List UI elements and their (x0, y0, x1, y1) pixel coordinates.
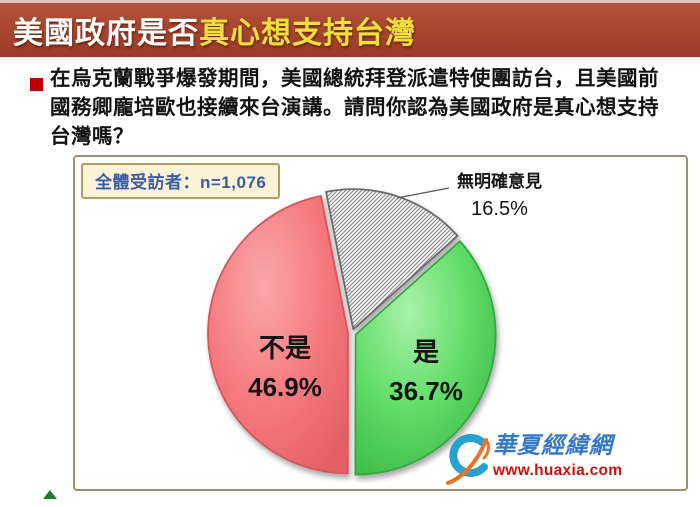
bullet-square-icon (30, 78, 43, 91)
pie-slices-group (207, 188, 497, 476)
slice-percent: 16.5% (471, 198, 528, 220)
huaxia-logo-text: 華夏經緯網 www.huaxia.com (493, 431, 622, 489)
top-strip (0, 0, 700, 3)
slice-name: 不是 (258, 333, 311, 363)
question-line: 台灣嗎？ (50, 125, 134, 148)
page-title-white: 美國政府是否 (13, 17, 199, 50)
question-text: 在烏克蘭戰爭爆發期間，美國總統拜登派遣特使團訪台，且美國前 國務卿龐培歐也接續來… (50, 64, 686, 151)
slice-label-yes: 是 36.7% (364, 333, 488, 411)
pie-slice-yes (354, 240, 497, 476)
slice-name: 是 (412, 337, 439, 367)
question-line: 國務卿龐培歐也接續來台演講。請問你認為美國政府是真心想支持 (50, 96, 659, 119)
huaxia-logo: 華夏經緯網 www.huaxia.com (445, 431, 667, 489)
huaxia-logo-icon (446, 434, 490, 485)
leader-line (396, 187, 450, 199)
title-bar: 美國政府是否 真心想支持台灣 (0, 3, 700, 57)
question-line: 在烏克蘭戰爭爆發期間，美國總統拜登派遣特使團訪台，且美國前 (50, 67, 659, 90)
pie-slice-no (207, 195, 349, 475)
slice-label-unclear: 無明確意見 16.5% (427, 167, 572, 221)
green-triangle-icon (43, 490, 57, 499)
page-title-yellow: 真心想支持台灣 (199, 17, 416, 50)
slice-label-no: 不是 46.9% (223, 329, 347, 407)
slice-percent: 36.7% (389, 376, 463, 406)
chart-panel: 全體受訪者：n=1,076 不是 46.9% 是 36.7% 無明確意見 16.… (73, 155, 688, 491)
pie-svg (207, 187, 497, 476)
sample-size-badge: 全體受訪者：n=1,076 (81, 163, 281, 199)
slice-name: 無明確意見 (457, 172, 542, 191)
pie-slice-unclear (325, 188, 459, 331)
logo-url: www.huaxia.com (493, 462, 623, 479)
logo-name: 華夏經緯網 (493, 432, 613, 459)
slice-percent: 46.9% (248, 372, 322, 402)
